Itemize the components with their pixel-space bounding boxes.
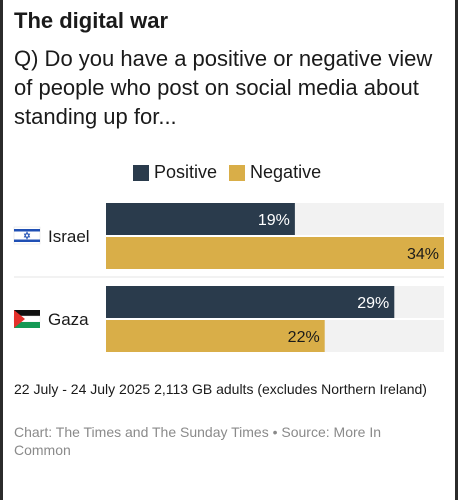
right-border <box>455 0 458 500</box>
bar-negative <box>106 320 325 352</box>
legend-swatch-positive <box>133 164 149 181</box>
category-label: Gaza <box>48 310 89 329</box>
data-label: 34% <box>407 246 439 263</box>
data-label: 29% <box>357 295 389 312</box>
data-label: 22% <box>288 329 320 346</box>
bar-positive <box>106 203 295 235</box>
chart-title: The digital war <box>14 8 169 33</box>
survey-note: 22 July - 24 July 2025 2,113 GB adults (… <box>14 381 427 397</box>
palestine-flag-icon <box>13 310 41 328</box>
legend: Positive Negative <box>133 162 333 183</box>
data-label: 19% <box>258 212 290 229</box>
legend-item-positive: Positive <box>133 162 217 183</box>
left-border <box>0 0 3 500</box>
legend-item-negative: Negative <box>229 162 321 183</box>
bar-positive <box>106 286 395 318</box>
legend-label-negative: Negative <box>250 162 322 182</box>
israel-flag-icon <box>13 226 41 245</box>
legend-swatch-negative <box>229 164 246 181</box>
chart-subtitle: Q) Do you have a positive or negative vi… <box>14 46 433 129</box>
source-credit: Chart: The Times and The Sunday Times • … <box>14 424 382 458</box>
legend-label-positive: Positive <box>154 162 218 182</box>
category-label: Israel <box>48 227 90 246</box>
bar-chart: Israel 19% 34% Gaza 29% 22% <box>13 203 444 352</box>
bar-negative <box>106 237 444 269</box>
